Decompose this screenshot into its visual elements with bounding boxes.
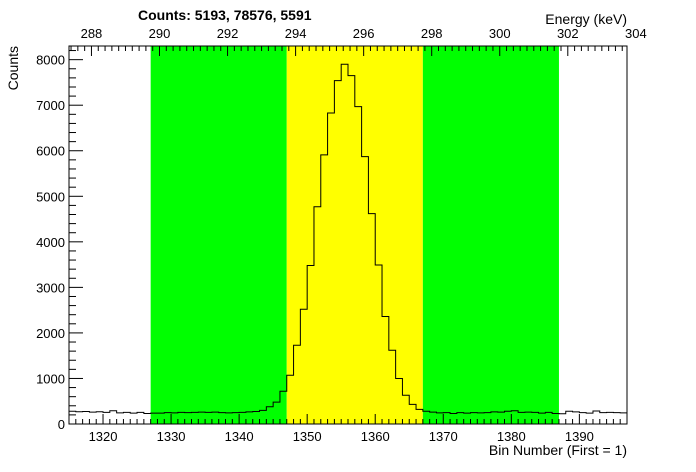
top-tick-label: 296 xyxy=(353,26,375,41)
region-3 xyxy=(422,46,559,424)
region-2 xyxy=(286,46,423,424)
x-tick-label: 1340 xyxy=(225,429,254,444)
x-axis-label: Bin Number (First = 1) xyxy=(489,442,627,458)
x-tick-label: 1360 xyxy=(361,429,390,444)
y-tick-label: 3000 xyxy=(36,280,65,295)
y-tick-label: 0 xyxy=(58,417,65,432)
top-axis-label: Energy (keV) xyxy=(545,11,627,27)
histogram-line xyxy=(69,63,627,415)
top-tick-label: 302 xyxy=(557,26,579,41)
top-tick-label: 294 xyxy=(285,26,307,41)
top-tick-label: 300 xyxy=(489,26,511,41)
top-tick-label: 288 xyxy=(81,26,103,41)
x-tick-label: 1390 xyxy=(565,429,594,444)
chart-title: Counts: 5193, 78576, 5591 xyxy=(138,7,312,23)
x-tick-label: 1380 xyxy=(497,429,526,444)
top-tick-label: 292 xyxy=(217,26,239,41)
y-tick-label: 5000 xyxy=(36,189,65,204)
region-1 xyxy=(150,46,287,424)
top-tick-label: 304 xyxy=(625,26,647,41)
top-tick-label: 298 xyxy=(421,26,443,41)
x-tick-label: 1350 xyxy=(293,429,322,444)
y-tick-label: 7000 xyxy=(36,98,65,113)
x-tick-label: 1330 xyxy=(157,429,186,444)
y-tick-label: 4000 xyxy=(36,235,65,250)
y-tick-label: 6000 xyxy=(36,144,65,159)
y-tick-label: 1000 xyxy=(36,371,65,386)
y-tick-label: 8000 xyxy=(36,53,65,68)
x-tick-label: 1320 xyxy=(89,429,118,444)
x-tick-label: 1370 xyxy=(429,429,458,444)
y-tick-label: 2000 xyxy=(36,326,65,341)
y-axis-label: Counts xyxy=(5,46,21,90)
top-tick-label: 290 xyxy=(149,26,171,41)
